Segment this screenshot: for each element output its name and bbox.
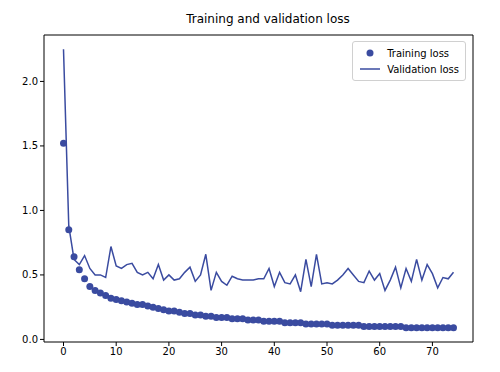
svg-text:50: 50 xyxy=(321,346,334,357)
svg-text:40: 40 xyxy=(268,346,281,357)
html-text:Training and validation loss: Training and validation loss xyxy=(186,12,350,26)
svg-text:1.5: 1.5 xyxy=(22,140,38,151)
svg-text:70: 70 xyxy=(426,346,439,357)
svg-text:30: 30 xyxy=(215,346,228,357)
svg-text:0: 0 xyxy=(60,346,66,357)
svg-text:60: 60 xyxy=(373,346,386,357)
html-text:Validation loss: Validation loss xyxy=(387,63,459,75)
svg-text:0.5: 0.5 xyxy=(22,269,38,280)
svg-text:1.0: 1.0 xyxy=(22,205,38,216)
html-text:Training loss: Training loss xyxy=(387,47,450,59)
svg-text:2.0: 2.0 xyxy=(22,76,38,87)
svg-text:20: 20 xyxy=(163,346,176,357)
svg-text:0.0: 0.0 xyxy=(22,334,38,345)
svg-text:10: 10 xyxy=(110,346,123,357)
